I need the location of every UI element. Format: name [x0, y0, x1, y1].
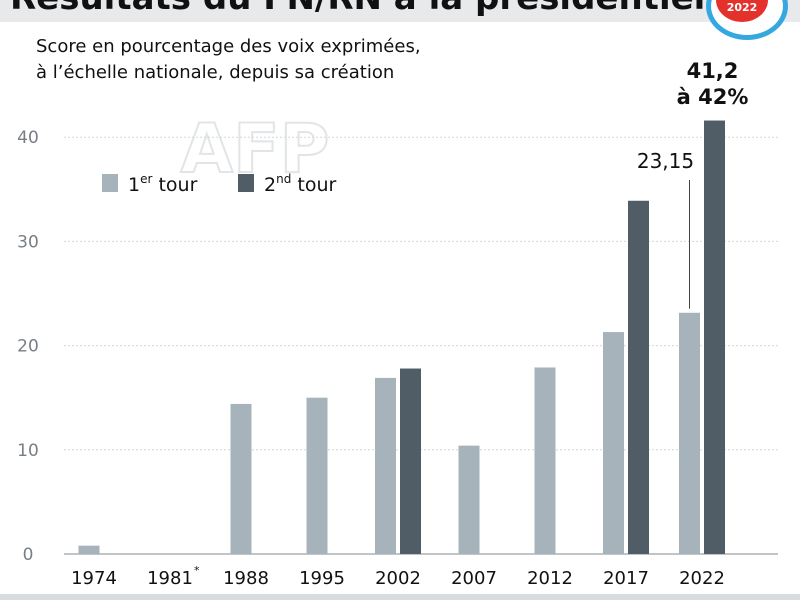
subtitle-line-1: Score en pourcentage des voix exprimées, [36, 36, 421, 57]
subtitle-line-2: à l’échelle nationale, depuis sa créatio… [36, 62, 395, 83]
election-badge: 2022 [716, 0, 768, 22]
bar-2012-round1 [534, 367, 556, 554]
annotation-round1-2022: 23,15 [637, 149, 694, 173]
bar-2002-round2 [400, 368, 421, 554]
afp-watermark: AFP [181, 110, 330, 189]
legend-label-round1: 1er tour [128, 172, 198, 196]
y-tick-label: 0 [23, 545, 34, 565]
y-tick-label: 40 [17, 128, 39, 148]
legend-swatch-round1 [102, 174, 118, 192]
bottom-rule [0, 594, 800, 600]
bar-2017-round1 [603, 332, 624, 554]
x-tick-label: 2012 [527, 568, 573, 589]
annotation-round2-2022-line1: 41,2 [687, 59, 739, 83]
y-tick-label: 20 [17, 337, 39, 357]
annotation-round2-2022-line2: à 42% [677, 85, 749, 109]
watermark: AFP [180, 109, 331, 190]
chart-subtitle: Score en pourcentage des voix exprimées,… [36, 34, 421, 86]
y-tick-label: 10 [17, 441, 39, 461]
x-tick-label: 1995 [299, 568, 345, 589]
legend-swatch-round2 [238, 174, 254, 192]
bar-2022-round2 [704, 120, 725, 554]
x-tick-label: 2002 [375, 568, 421, 589]
y-tick-label: 30 [17, 232, 39, 252]
x-tick-label: 2022 [679, 568, 725, 589]
x-tick-label: 1974 [71, 568, 117, 589]
bar-2002-round1 [375, 377, 396, 554]
x-tick-label: 1988 [223, 568, 269, 589]
bar-1988-round1 [230, 403, 252, 554]
bar-1974-round1 [78, 545, 100, 554]
legend-label-round2: 2nd tour [264, 172, 336, 196]
chart-title: Résultats du FN/RN à la présidentielle [10, 0, 740, 18]
title-band [0, 0, 800, 22]
x-tick-label: 1981 [147, 568, 193, 589]
bar-2007-round1 [458, 445, 480, 554]
x-tick-label: 2017 [603, 568, 649, 589]
x-tick-note: * [194, 564, 200, 577]
bar-1995-round1 [306, 397, 328, 554]
bar-2017-round2 [628, 200, 649, 554]
bar-2022-round1 [679, 312, 700, 554]
x-tick-label: 2007 [451, 568, 497, 589]
